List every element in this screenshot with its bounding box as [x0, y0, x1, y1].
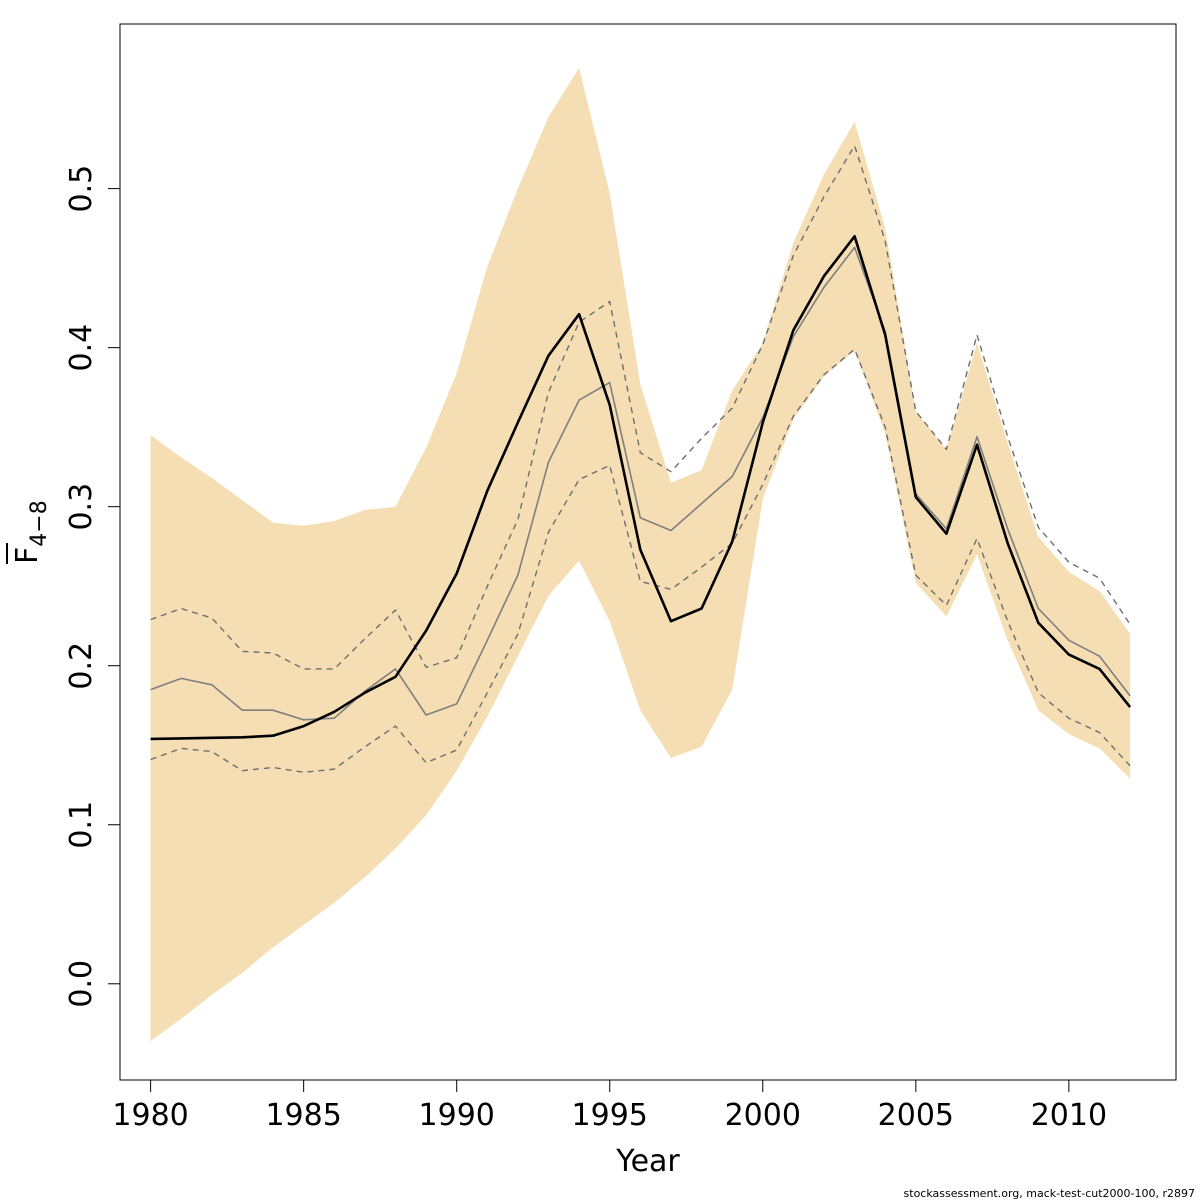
x-axis-title: Year	[615, 1144, 680, 1179]
x-tick-label-6: 2010	[1031, 1098, 1107, 1133]
confidence-band-area	[150, 67, 1131, 1041]
series-line-dashed-2	[150, 144, 1131, 670]
y-tick-label-3: 0.3	[64, 483, 99, 531]
y-tick-label-5: 0.5	[64, 165, 99, 213]
x-tick-label-1: 1985	[265, 1098, 341, 1133]
axes: 1980 1985 1990 1995 2000 2005 2010 0.0 0.1 0.2 0.3…	[64, 165, 1107, 1133]
y-axis-title-main: F	[10, 547, 45, 564]
x-tick-label-5: 2005	[878, 1098, 954, 1133]
footer-text: stockassessment.org, mack-test-cut2000-1…	[904, 1187, 1195, 1200]
svg-text:F4−8: F4−8	[10, 500, 52, 564]
series-line-estimate-0	[150, 235, 1132, 741]
y-tick-label-2: 0.2	[64, 642, 99, 690]
y-tick-label-1: 0.1	[64, 801, 99, 849]
series-line-dashed-3	[150, 348, 1131, 773]
y-axis-title-subscript: 4−8	[27, 500, 52, 546]
series-line-grey-1	[150, 246, 1131, 721]
y-tick-label-0: 0.0	[64, 960, 99, 1008]
y-tick-label-4: 0.4	[64, 324, 99, 372]
x-tick-label-4: 2000	[725, 1098, 801, 1133]
confidence-band	[150, 67, 1131, 1041]
x-tick-label-0: 1980	[112, 1098, 188, 1133]
x-tick-label-3: 1995	[572, 1098, 648, 1133]
series-layer	[150, 144, 1132, 773]
x-tick-label-2: 1990	[419, 1098, 495, 1133]
y-axis-title: F4−8	[6, 500, 52, 564]
